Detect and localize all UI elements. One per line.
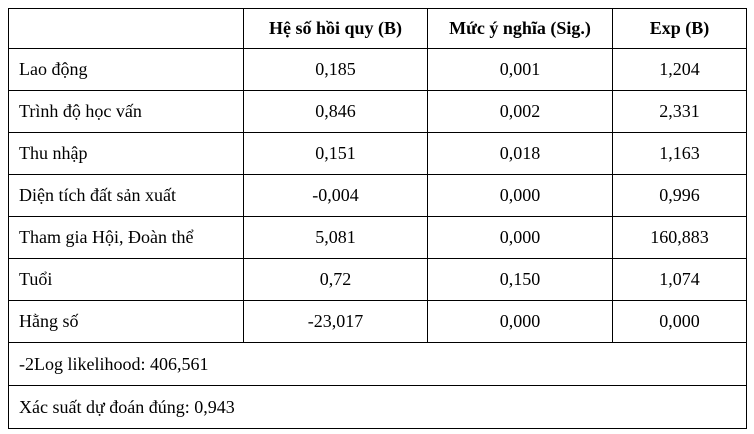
- row-label: Diện tích đất sản xuất: [8, 174, 244, 217]
- cell-value: -23,017: [243, 300, 428, 343]
- header-cell: Mức ý nghĩa (Sig.): [427, 8, 613, 49]
- row-label: Thu nhập: [8, 132, 244, 175]
- cell-value: 1,163: [612, 132, 747, 175]
- footer-cell: Xác suất dự đoán đúng: 0,943: [8, 385, 747, 429]
- footer-cell: -2Log likelihood: 406,561: [8, 342, 747, 386]
- cell-value: 0,996: [612, 174, 747, 217]
- row-label: Tham gia Hội, Đoàn thể: [8, 216, 244, 259]
- cell-value: 0,018: [427, 132, 613, 175]
- table-row: Tham gia Hội, Đoàn thể 5,081 0,000 160,883: [8, 216, 747, 259]
- header-row: Hệ số hồi quy (B) Mức ý nghĩa (Sig.) Exp…: [8, 8, 747, 49]
- cell-value: 0,72: [243, 258, 428, 301]
- table-row: Thu nhập 0,151 0,018 1,163: [8, 132, 747, 175]
- cell-value: 0,150: [427, 258, 613, 301]
- table-row: Lao động 0,185 0,001 1,204: [8, 48, 747, 91]
- cell-value: 0,000: [427, 216, 613, 259]
- cell-value: 5,081: [243, 216, 428, 259]
- cell-value: 0,001: [427, 48, 613, 91]
- table-row: Diện tích đất sản xuất -0,004 0,000 0,996: [8, 174, 747, 217]
- cell-value: 0,151: [243, 132, 428, 175]
- header-cell: Exp (B): [612, 8, 747, 49]
- row-label: Hằng số: [8, 300, 244, 343]
- cell-value: 1,204: [612, 48, 747, 91]
- header-cell-empty: [8, 8, 244, 49]
- cell-value: 0,185: [243, 48, 428, 91]
- cell-value: 0,846: [243, 90, 428, 133]
- cell-value: 0,000: [427, 300, 613, 343]
- row-label: Trình độ học vấn: [8, 90, 244, 133]
- header-cell: Hệ số hồi quy (B): [243, 8, 428, 49]
- table-row: Hằng số -23,017 0,000 0,000: [8, 300, 747, 343]
- footer-row: -2Log likelihood: 406,561: [8, 342, 747, 386]
- cell-value: -0,004: [243, 174, 428, 217]
- row-label: Tuổi: [8, 258, 244, 301]
- cell-value: 0,000: [612, 300, 747, 343]
- cell-value: 0,002: [427, 90, 613, 133]
- row-label: Lao động: [8, 48, 244, 91]
- footer-row: Xác suất dự đoán đúng: 0,943: [8, 385, 747, 429]
- cell-value: 2,331: [612, 90, 747, 133]
- cell-value: 1,074: [612, 258, 747, 301]
- table-row: Trình độ học vấn 0,846 0,002 2,331: [8, 90, 747, 133]
- cell-value: 0,000: [427, 174, 613, 217]
- table-row: Tuổi 0,72 0,150 1,074: [8, 258, 747, 301]
- regression-table: Hệ số hồi quy (B) Mức ý nghĩa (Sig.) Exp…: [8, 8, 747, 429]
- cell-value: 160,883: [612, 216, 747, 259]
